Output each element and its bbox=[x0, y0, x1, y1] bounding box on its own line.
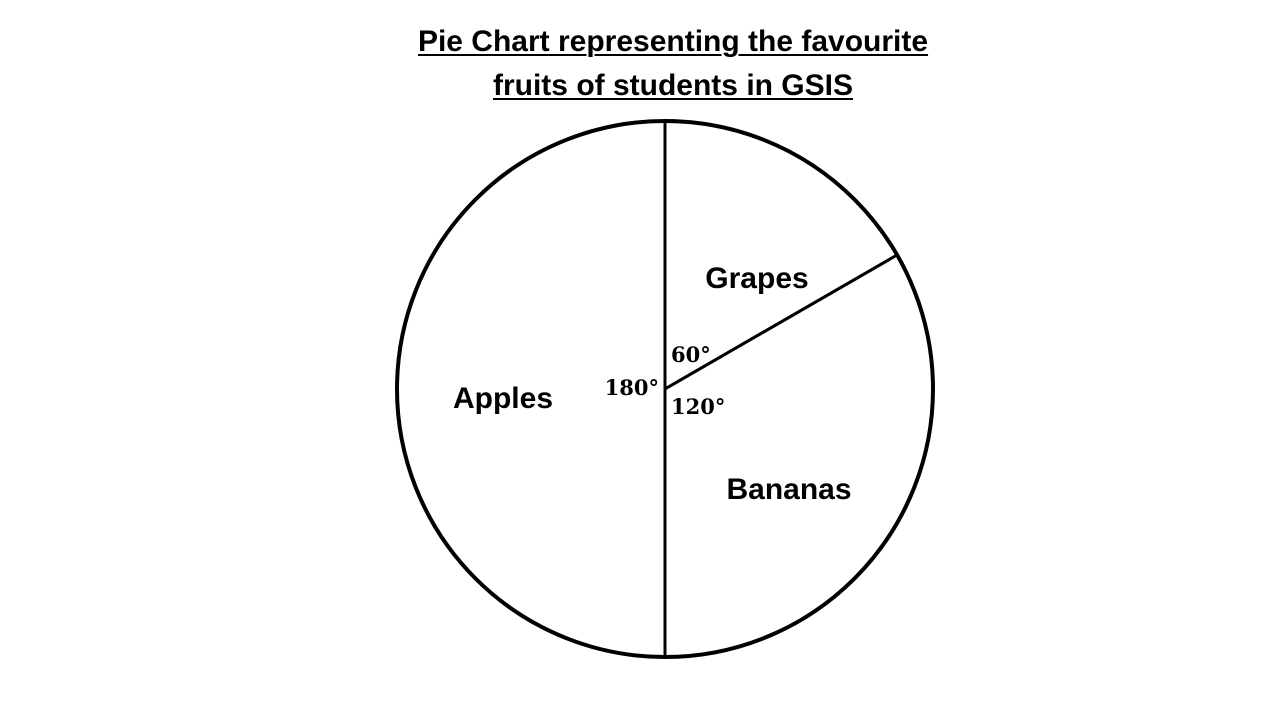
angle-label-bananas: 120° bbox=[671, 394, 725, 419]
slice-label-apples: Apples bbox=[453, 382, 553, 415]
chart-title-line-1: Pie Chart representing the favourite bbox=[417, 25, 929, 58]
slice-label-bananas: Bananas bbox=[726, 473, 851, 506]
pie-slices bbox=[395, 119, 935, 659]
angle-label-apples: 180° bbox=[605, 375, 659, 400]
angle-label-grapes: 60° bbox=[671, 342, 711, 367]
chart-title-line-2: fruits of students in GSIS bbox=[492, 69, 853, 102]
slice-label-grapes: Grapes bbox=[705, 262, 808, 295]
chart-title: Pie Chart representing the favourite fru… bbox=[0, 20, 1280, 108]
pie-outline bbox=[395, 119, 935, 659]
pie-labels: Grapes 60° Bananas 120° Apples 180° bbox=[453, 262, 852, 506]
